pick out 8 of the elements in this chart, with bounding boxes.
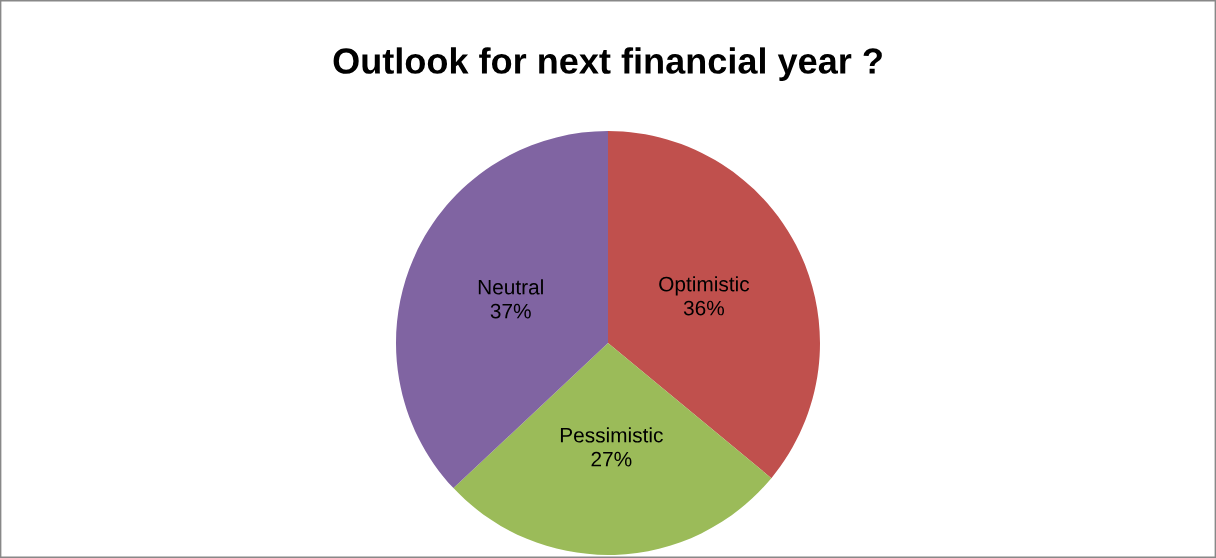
data-label: 37% (490, 303, 531, 319)
data-label: 27% (591, 451, 632, 467)
slice-label: Pessimistic (560, 427, 663, 443)
chart-title: Outlook for next financial year ? (333, 47, 882, 81)
slice-label: Neutral (478, 279, 543, 295)
pie-slice (453, 343, 772, 555)
data-label: 36% (683, 300, 725, 316)
slice-label: Optimistic (659, 276, 750, 296)
